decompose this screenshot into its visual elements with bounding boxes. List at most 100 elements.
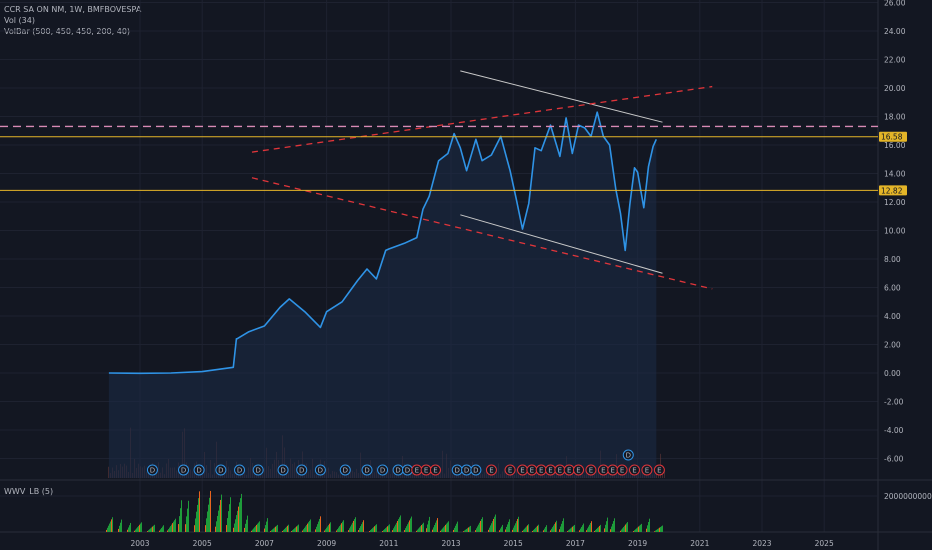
earnings-marker[interactable]: E	[616, 464, 628, 476]
dividend-marker[interactable]: D	[622, 449, 634, 461]
wwv-bar	[110, 521, 111, 532]
dividend-marker[interactable]: D	[361, 464, 373, 476]
dividend-marker[interactable]: D	[215, 464, 227, 476]
wwv-bar	[118, 528, 119, 532]
wwv-bar	[657, 529, 658, 532]
wwv-bar	[516, 521, 517, 532]
earnings-marker[interactable]: E	[597, 464, 609, 476]
wwv-bar	[372, 528, 373, 532]
wwv-bar	[181, 500, 182, 532]
y-tick-label: 2.00	[884, 341, 901, 350]
wwv-bar	[329, 523, 330, 532]
wwv-bar	[527, 525, 528, 532]
earnings-marker[interactable]: E	[411, 464, 423, 476]
price-tag-label: 12.82	[881, 186, 903, 195]
wwv-bar	[555, 522, 556, 532]
dividend-marker[interactable]: D	[314, 464, 326, 476]
marker-label: D	[343, 467, 348, 475]
earnings-marker[interactable]: E	[526, 464, 538, 476]
wwv-bar	[408, 522, 409, 532]
wwv-bar	[308, 522, 309, 532]
marker-label: E	[508, 467, 512, 475]
earnings-marker[interactable]: E	[585, 464, 597, 476]
dividend-marker[interactable]: D	[193, 464, 205, 476]
dividend-marker[interactable]: D	[470, 464, 482, 476]
dividend-marker[interactable]: D	[252, 464, 264, 476]
earnings-marker[interactable]: E	[573, 464, 585, 476]
wwv-bar	[571, 527, 572, 532]
wwv-bar	[488, 529, 489, 532]
legend-wwv[interactable]: WWV_LB (5)	[4, 487, 54, 496]
wwv-bar	[318, 521, 319, 532]
dividend-marker[interactable]: D	[339, 464, 351, 476]
earnings-marker[interactable]: E	[545, 464, 557, 476]
wwv-bar	[108, 525, 109, 532]
dividend-marker[interactable]: D	[392, 464, 404, 476]
legend-vol[interactable]: Vol (34)	[4, 16, 35, 25]
wwv-bar	[178, 524, 179, 532]
wwv-bar	[502, 524, 503, 532]
wwv-bar	[266, 521, 267, 532]
earnings-marker[interactable]: E	[563, 464, 575, 476]
wwv-bar	[465, 529, 466, 532]
y-tick-label: 26.00	[884, 0, 906, 8]
wwv-bar	[120, 522, 121, 532]
wwv-bar	[641, 523, 642, 532]
y-tick-label: 4.00	[884, 312, 901, 321]
wwv-bar	[435, 522, 436, 532]
dividend-marker[interactable]: D	[401, 464, 413, 476]
wwv-bar	[109, 523, 110, 532]
earnings-marker[interactable]: E	[429, 464, 441, 476]
wwv-bar	[194, 525, 195, 532]
wwv-bar	[199, 491, 200, 532]
y-tick-label: 16.00	[884, 141, 906, 150]
wwv-bar	[187, 508, 188, 532]
earnings-marker[interactable]: E	[641, 464, 653, 476]
wwv-bar	[508, 521, 509, 532]
wwv-bar	[230, 497, 231, 532]
dividend-marker[interactable]: D	[178, 464, 190, 476]
wwv-bar	[454, 527, 455, 532]
marker-label: E	[645, 467, 649, 475]
dividend-marker[interactable]: D	[146, 464, 158, 476]
earnings-marker[interactable]: E	[628, 464, 640, 476]
wwv-bar	[361, 524, 362, 532]
wwv-bar	[196, 511, 197, 532]
wwv-bar	[589, 524, 590, 532]
wwv-bar	[154, 524, 155, 532]
dividend-marker[interactable]: D	[377, 464, 389, 476]
earnings-marker[interactable]: E	[504, 464, 516, 476]
dividend-marker[interactable]: D	[461, 464, 473, 476]
earnings-marker[interactable]: E	[554, 464, 566, 476]
marker-label: D	[218, 467, 223, 475]
marker-circle	[252, 464, 264, 476]
wwv-bar	[586, 530, 587, 532]
earnings-marker[interactable]: E	[485, 464, 497, 476]
legend-symbol[interactable]: CCR SA ON NM, 1W, BMFBOVESPA	[4, 5, 142, 14]
earnings-marker[interactable]: E	[420, 464, 432, 476]
earnings-marker[interactable]: E	[653, 464, 665, 476]
wwv-bar	[399, 517, 400, 532]
marker-circle	[277, 464, 289, 476]
marker-circle	[470, 464, 482, 476]
earnings-marker[interactable]: E	[517, 464, 529, 476]
indicator-legend[interactable]: WWV_LB (5)	[4, 486, 53, 497]
earnings-marker[interactable]: E	[607, 464, 619, 476]
dividend-marker[interactable]: D	[234, 464, 246, 476]
wwv-bar	[309, 520, 310, 532]
wwv-bar	[478, 524, 479, 532]
y-tick-label: 18.00	[884, 113, 906, 122]
volume-bar	[108, 466, 109, 478]
wwv-bar	[180, 508, 181, 532]
wwv-bar	[638, 526, 639, 532]
dividend-marker[interactable]: D	[451, 464, 463, 476]
wwv-bar	[581, 526, 582, 532]
y-tick-label: 12.00	[884, 198, 906, 207]
dividend-marker[interactable]: D	[277, 464, 289, 476]
dividend-marker[interactable]: D	[296, 464, 308, 476]
earnings-marker[interactable]: E	[535, 464, 547, 476]
wwv-bar	[148, 530, 149, 532]
wwv-bar	[227, 518, 228, 532]
wwv-bar	[551, 528, 552, 532]
